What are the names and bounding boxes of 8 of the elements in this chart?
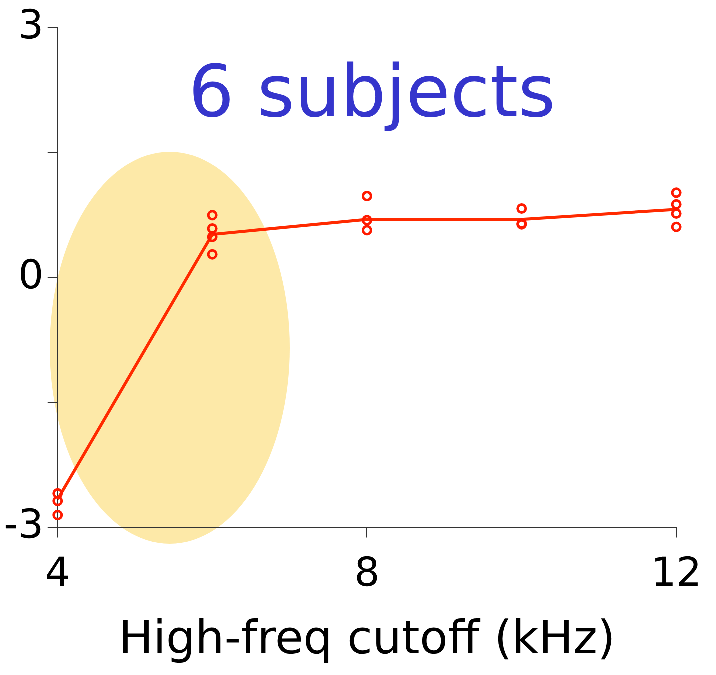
x-axis-title: High-freq cutoff (kHz)	[118, 610, 616, 664]
x-tick-label: 8	[354, 550, 380, 596]
y-tick-label: -3	[4, 502, 44, 548]
x-tick-label: 12	[651, 550, 702, 596]
y-tick-label: 3	[18, 2, 44, 48]
x-tick-label: 4	[45, 550, 71, 596]
annotation: 6 subjects	[188, 50, 556, 134]
y-tick-label: 0	[18, 252, 44, 298]
